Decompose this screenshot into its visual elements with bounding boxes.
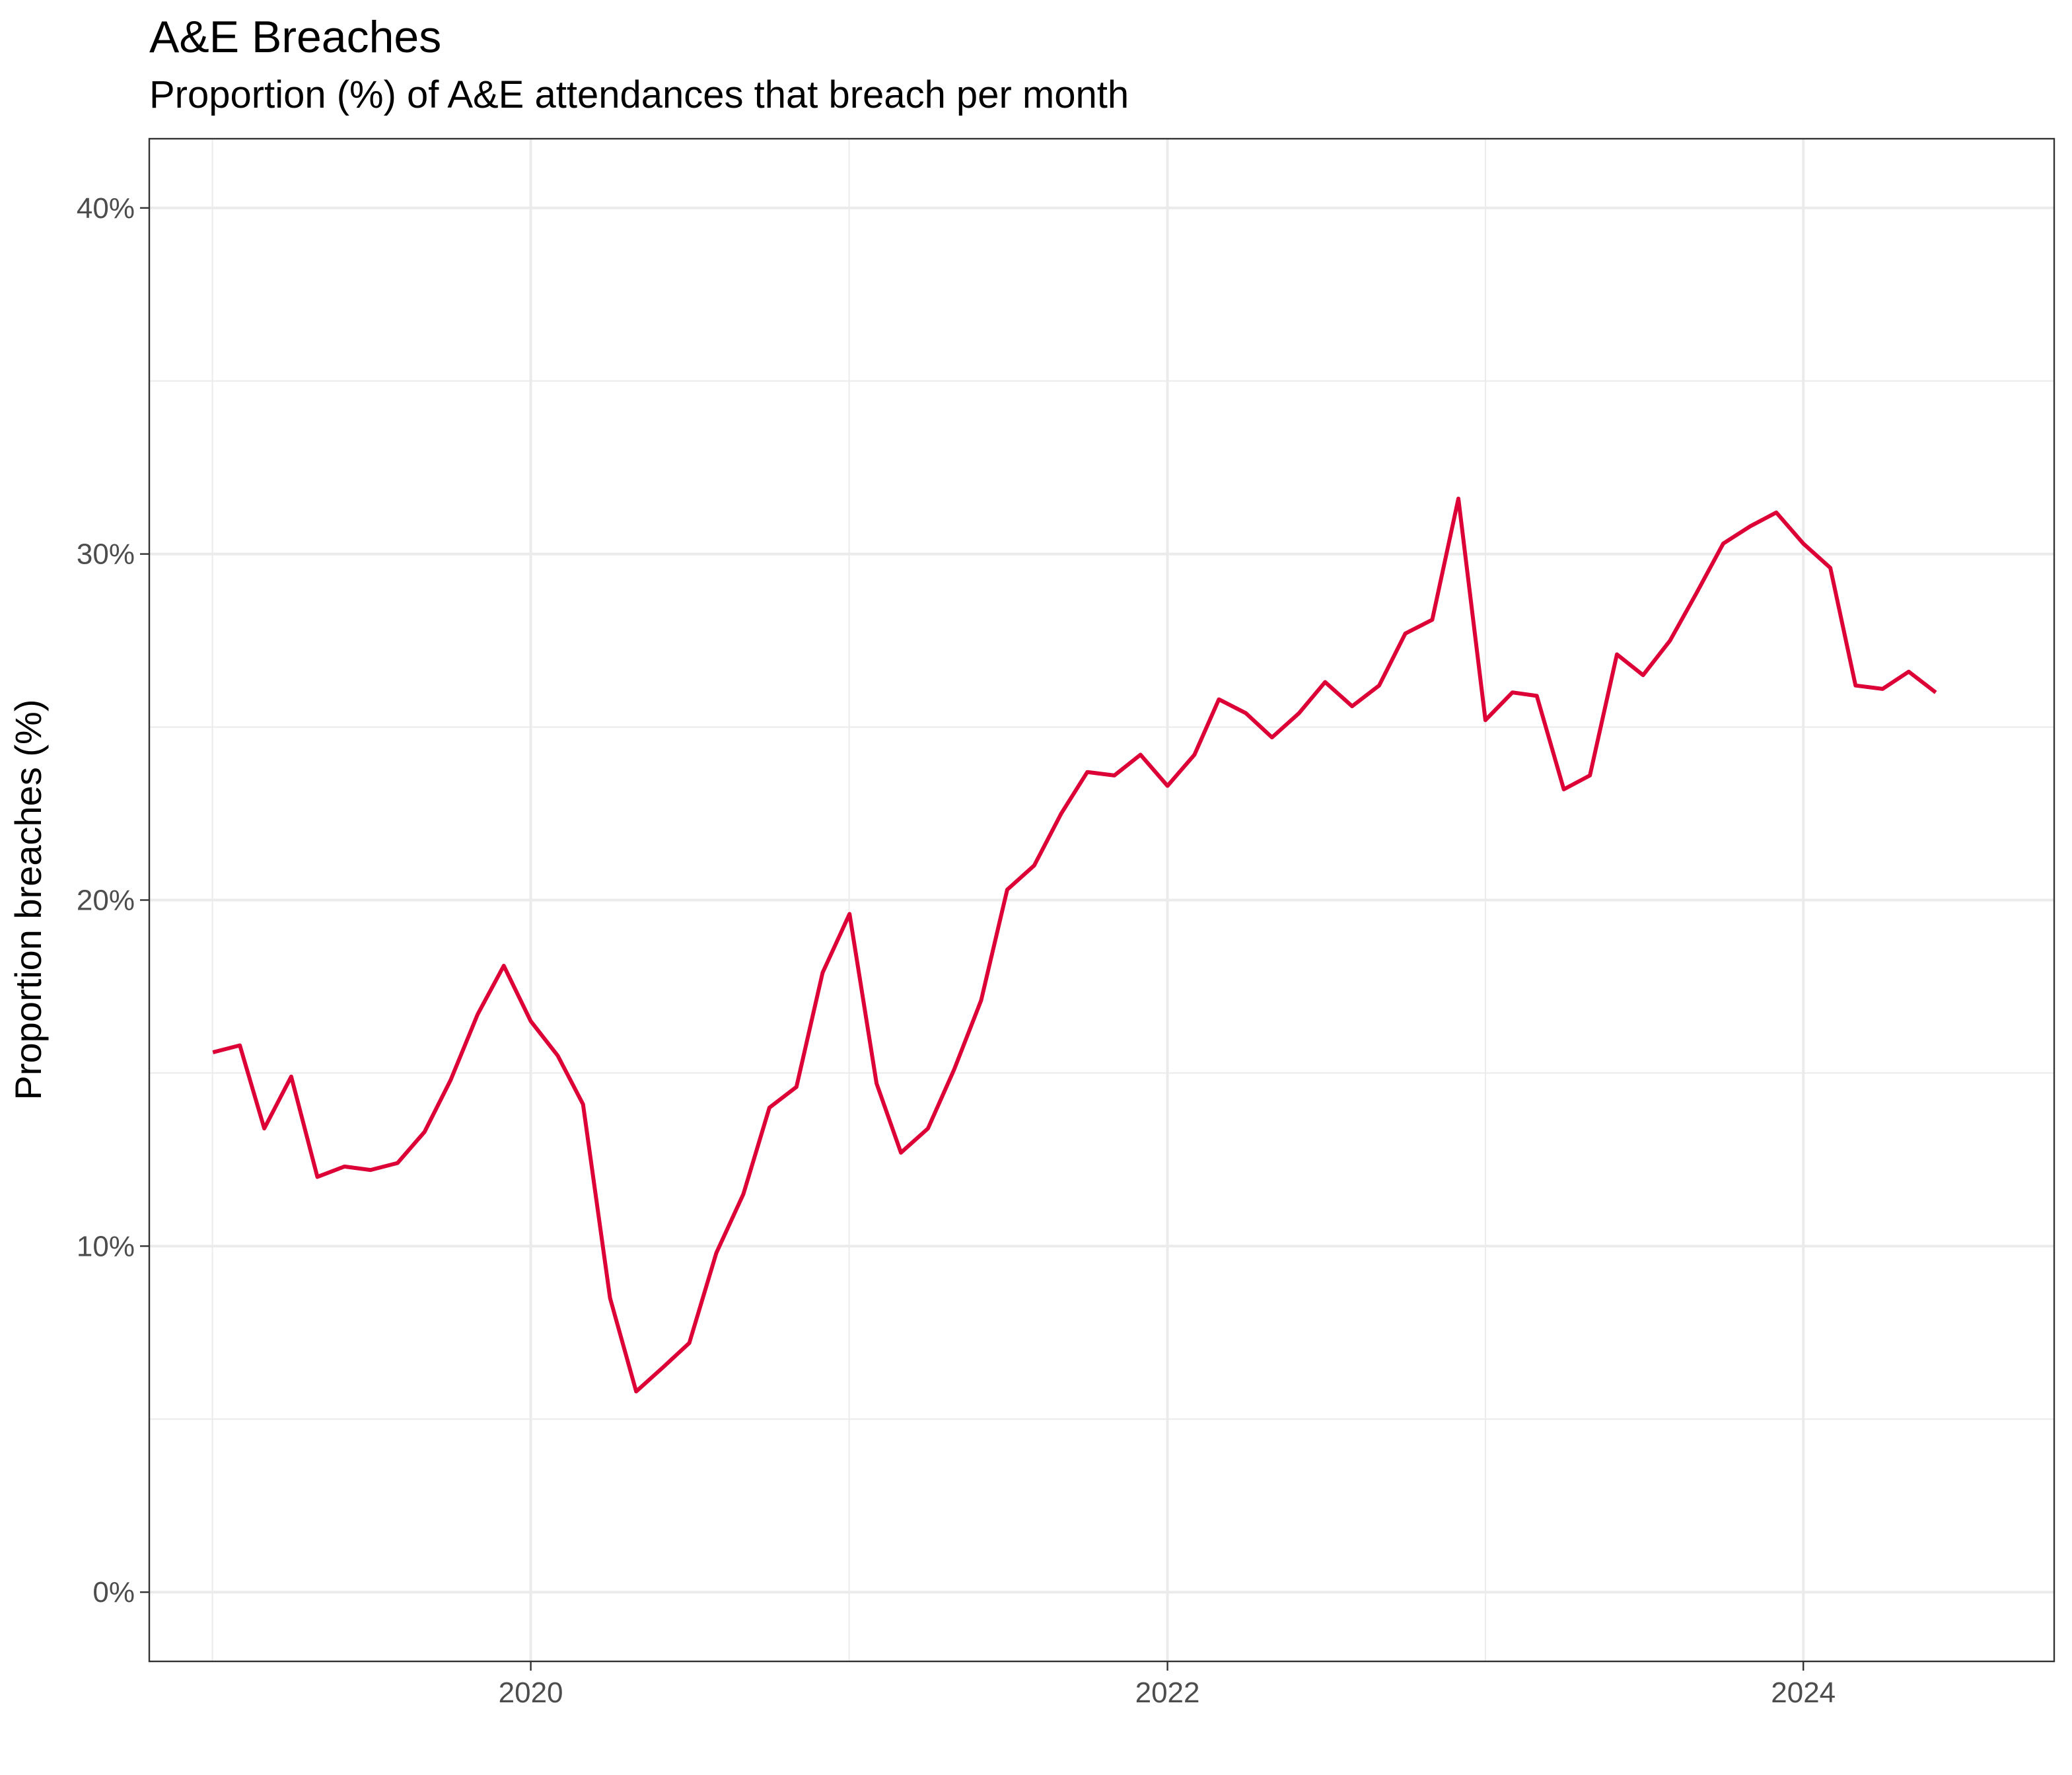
chart-title: A&E Breaches: [149, 12, 442, 62]
y-tick-label: 40%: [77, 192, 135, 225]
x-tick-label: 2024: [1771, 1677, 1836, 1709]
y-axis: 0% 10% 20% 30% 40%: [77, 192, 149, 1609]
series-layer: [212, 496, 1937, 1394]
y-tick-label: 20%: [77, 885, 135, 917]
y-tick-label: 0%: [92, 1576, 135, 1609]
major-grid: [149, 139, 2054, 1661]
y-axis-title: Proportion breaches (%): [7, 700, 49, 1101]
x-tick-label: 2020: [499, 1677, 563, 1709]
y-tick-label: 10%: [77, 1230, 135, 1262]
x-tick-label: 2022: [1135, 1677, 1200, 1709]
x-axis: 2020 2022 2024: [499, 1661, 1836, 1709]
series-line: [212, 496, 1937, 1394]
chart-subtitle: Proportion (%) of A&E attendances that b…: [149, 73, 1129, 116]
y-tick-label: 30%: [77, 538, 135, 571]
